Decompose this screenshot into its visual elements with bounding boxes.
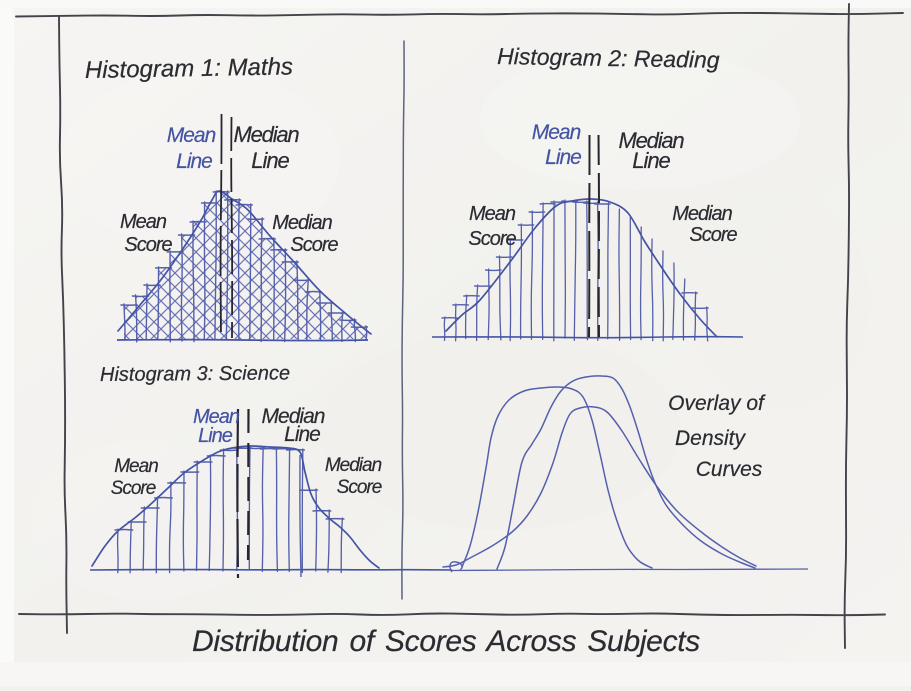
svg-text:Line: Line [176,150,212,173]
svg-text:Curves: Curves [696,458,763,481]
svg-text:Score: Score [111,478,156,499]
svg-text:Median: Median [272,212,332,234]
svg-text:Distribution of Scores Across: Distribution of Scores Across Subjects [192,625,700,658]
svg-text:Mean: Mean [532,121,581,144]
svg-text:Median: Median [619,128,685,153]
svg-text:Score: Score [290,234,338,256]
svg-text:Median: Median [672,203,732,225]
svg-text:Line: Line [284,423,320,446]
svg-text:Median: Median [262,405,325,428]
svg-text:Mean: Mean [114,456,158,477]
svg-text:Line: Line [632,148,670,173]
svg-text:Line: Line [198,425,233,447]
svg-text:Mean: Mean [167,124,216,147]
svg-text:Line: Line [251,148,289,173]
svg-text:Score: Score [337,477,382,498]
svg-text:Mean: Mean [469,203,516,225]
svg-text:Mean: Mean [193,406,240,428]
svg-text:Histogram 2: Reading: Histogram 2: Reading [497,43,720,73]
svg-text:Density: Density [675,427,747,450]
svg-text:Line: Line [545,146,581,169]
svg-text:Median: Median [234,122,300,147]
svg-text:Score: Score [468,228,516,250]
svg-text:Histogram 1: Maths: Histogram 1: Maths [85,53,294,84]
svg-text:Mean: Mean [120,211,167,233]
svg-text:Score: Score [689,224,737,246]
svg-text:Score: Score [124,234,172,256]
svg-text:Median: Median [325,455,382,476]
svg-text:Overlay of: Overlay of [668,392,766,415]
svg-text:Histogram 3: Science: Histogram 3: Science [100,362,290,386]
